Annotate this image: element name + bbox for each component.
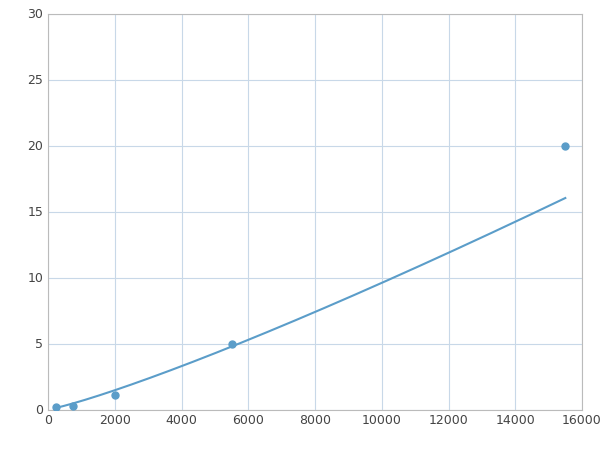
Point — [110, 392, 119, 399]
Point — [52, 403, 61, 410]
Point — [560, 142, 570, 149]
Point — [68, 402, 78, 409]
Point — [227, 340, 236, 347]
